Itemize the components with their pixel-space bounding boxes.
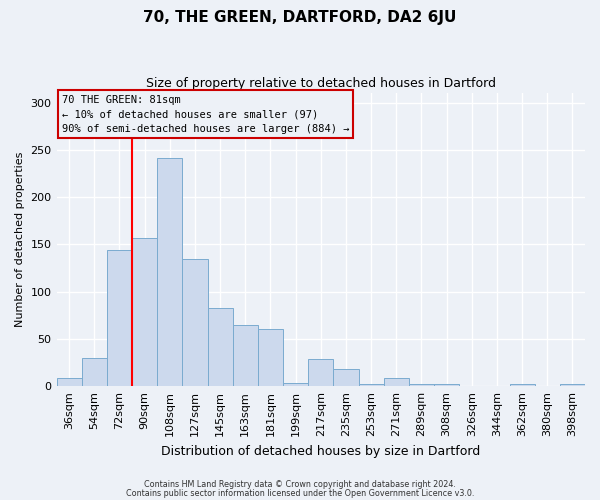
Bar [182, 260, 208, 386]
Bar [560, 384, 585, 386]
Bar [56, 378, 82, 386]
Bar [434, 384, 459, 386]
Y-axis label: Number of detached properties: Number of detached properties [15, 152, 25, 328]
Bar [283, 384, 308, 386]
Bar [334, 369, 359, 386]
Bar [258, 328, 283, 386]
Bar [157, 158, 182, 386]
Bar [107, 250, 132, 386]
Text: 70 THE GREEN: 81sqm
← 10% of detached houses are smaller (97)
90% of semi-detach: 70 THE GREEN: 81sqm ← 10% of detached ho… [62, 94, 349, 134]
Bar [383, 378, 409, 386]
Text: Contains public sector information licensed under the Open Government Licence v3: Contains public sector information licen… [126, 489, 474, 498]
Bar [208, 308, 233, 386]
Bar [233, 324, 258, 386]
Bar [82, 358, 107, 386]
Bar [308, 359, 334, 386]
Bar [509, 384, 535, 386]
Text: 70, THE GREEN, DARTFORD, DA2 6JU: 70, THE GREEN, DARTFORD, DA2 6JU [143, 10, 457, 25]
Title: Size of property relative to detached houses in Dartford: Size of property relative to detached ho… [146, 78, 496, 90]
Bar [132, 238, 157, 386]
Bar [359, 384, 383, 386]
Text: Contains HM Land Registry data © Crown copyright and database right 2024.: Contains HM Land Registry data © Crown c… [144, 480, 456, 489]
Bar [409, 384, 434, 386]
X-axis label: Distribution of detached houses by size in Dartford: Distribution of detached houses by size … [161, 444, 481, 458]
